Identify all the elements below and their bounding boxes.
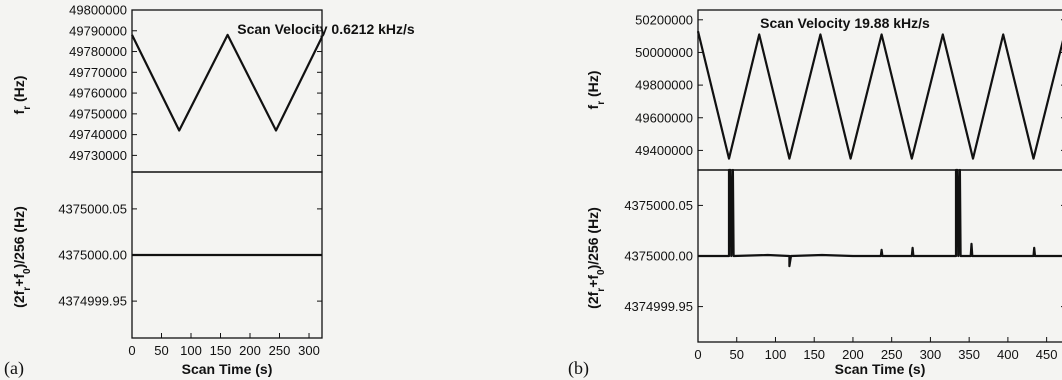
y-tick-label: 49730000	[69, 148, 127, 163]
series-line-a-top	[131, 33, 323, 132]
x-tick-label: 250	[269, 343, 291, 358]
panel-b-xlabel: Scan Time (s)	[835, 361, 926, 377]
y-tick-label: 4374999.95	[624, 299, 693, 314]
y-tick-label: 4375000.05	[624, 198, 693, 213]
panel-b-top-ticks: 49400000 49600000 49800000 50000000 50200000	[635, 12, 1062, 158]
panel-b-bottom-ylabel: (2fr+f0)/256 (Hz)	[585, 207, 607, 309]
y-tick-label: 49780000	[69, 44, 127, 59]
y-tick-label: 49760000	[69, 86, 127, 101]
panel-a-top-ticks: 49730000 49740000 49750000 49760000 49770000…	[69, 3, 322, 163]
y-tick-label: 49790000	[69, 23, 127, 38]
y-tick-label: 49800000	[69, 3, 127, 18]
x-tick-label: 300	[298, 343, 320, 358]
panel-b-bottom-series	[698, 168, 1062, 268]
y-tick-label: 49750000	[69, 106, 127, 121]
x-tick-label: 150	[210, 343, 232, 358]
y-tick-label: 4375000.00	[624, 249, 693, 264]
panel-a-bottom-ylabel: (2fr+f0)/256 (Hz)	[11, 206, 33, 308]
y-tick-label: 50200000	[635, 12, 693, 27]
panel-b: 49400000 49600000 49800000 50000000 50200000…	[568, 9, 1062, 379]
x-tick-label: 350	[958, 347, 980, 362]
x-tick-label: 300	[920, 347, 942, 362]
x-tick-label: 450	[1036, 347, 1058, 362]
series-line-b-top	[696, 30, 1062, 160]
x-tick-label: 400	[997, 347, 1019, 362]
x-tick-label: 50	[154, 343, 168, 358]
y-tick-label: 4375000.05	[58, 201, 127, 216]
panel-b-top-series	[696, 30, 1062, 160]
y-tick-label: 49740000	[69, 127, 127, 142]
panel-a-label: (a)	[4, 358, 24, 379]
panel-b-label: (b)	[568, 358, 589, 379]
x-tick-label: 200	[239, 343, 261, 358]
panel-b-title: Scan Velocity 19.88 kHz/s	[760, 15, 930, 31]
panel-a-top-ylabel: fr (Hz)	[11, 76, 33, 115]
panel-a-title: Scan Velocity 0.6212 kHz/s	[237, 21, 415, 37]
panel-b-top-ylabel: fr (Hz)	[585, 71, 607, 110]
panel-a-top-series	[131, 33, 323, 132]
series-line-b-bottom	[698, 168, 1062, 268]
panel-b-top-frame	[697, 9, 1062, 171]
x-tick-label: 100	[765, 347, 787, 362]
y-tick-label: 4374999.95	[58, 294, 127, 309]
y-tick-label: 49800000	[635, 78, 693, 93]
panel-a-bottom-ticks: 4374999.95 4375000.00 4375000.05 0 50 100 150 2…	[58, 201, 322, 358]
y-tick-label: 4375000.00	[58, 248, 127, 263]
panel-a-xlabel: Scan Time (s)	[182, 361, 273, 377]
x-tick-label: 200	[842, 347, 864, 362]
y-tick-label: 49600000	[635, 110, 693, 125]
x-tick-label: 100	[180, 343, 202, 358]
y-tick-label: 49770000	[69, 65, 127, 80]
x-tick-label: 150	[803, 347, 825, 362]
x-tick-label: 0	[694, 347, 701, 362]
x-tick-label: 250	[881, 347, 903, 362]
y-tick-label: 50000000	[635, 45, 693, 60]
panel-b-bottom-ticks: 4374999.95 4375000.00 4375000.05 0 50 100 150 2…	[624, 198, 1062, 362]
y-tick-label: 49400000	[635, 143, 693, 158]
x-tick-label: 50	[730, 347, 744, 362]
x-tick-label: 0	[128, 343, 135, 358]
panel-a: 49730000 49740000 49750000 49760000 49770000…	[4, 3, 415, 380]
